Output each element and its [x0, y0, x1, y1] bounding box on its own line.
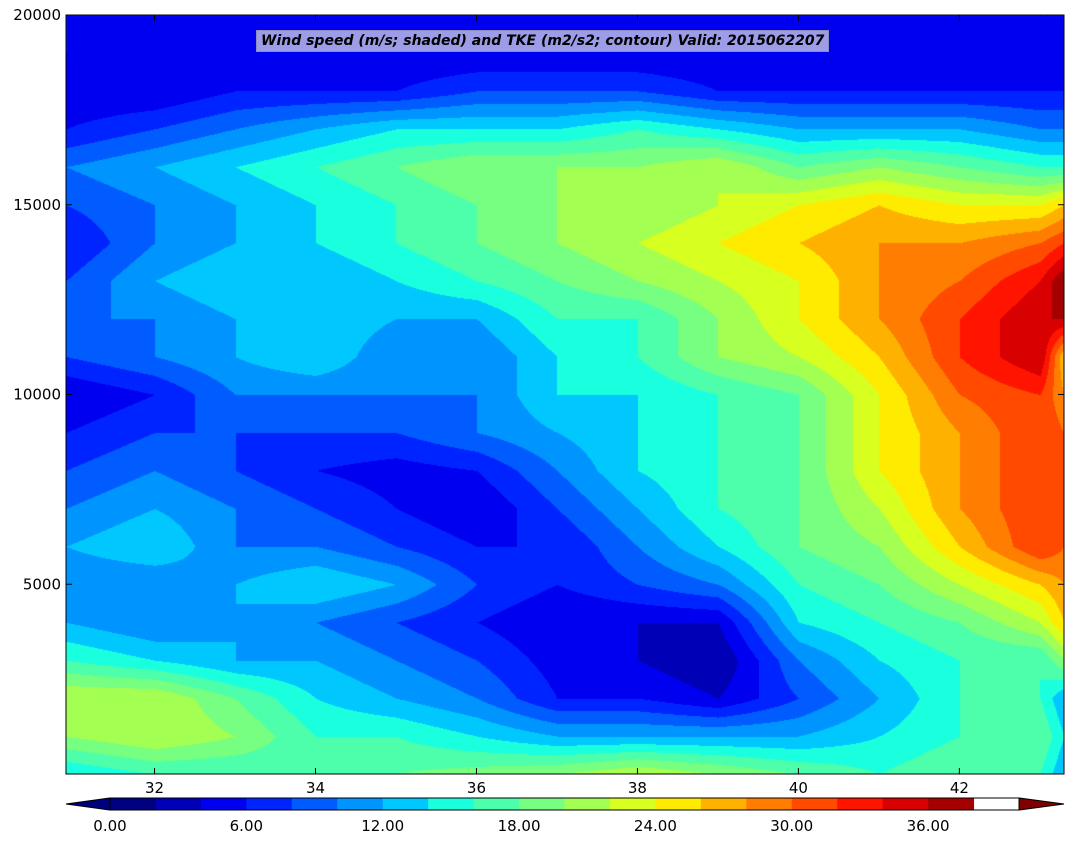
y-axis: 5000 10000 15000 20000 — [13, 6, 1064, 593]
x-tick-label: 36 — [467, 779, 486, 797]
colorbar-segment — [291, 798, 338, 810]
colorbar-tick-label: 18.00 — [498, 817, 541, 835]
plot-area — [66, 15, 1064, 774]
colorbar-tick-label: 36.00 — [907, 817, 950, 835]
x-tick-label: 32 — [145, 779, 164, 797]
colorbar-tick-label: 6.00 — [230, 817, 263, 835]
x-tick-label: 42 — [950, 779, 969, 797]
colorbar-tick-label: 24.00 — [634, 817, 677, 835]
colorbar-segment — [337, 798, 384, 810]
colorbar-segment — [473, 798, 520, 810]
x-tick-label: 40 — [789, 779, 808, 797]
x-axis: 32 34 36 38 40 42 — [145, 15, 969, 797]
y-tick-label: 15000 — [13, 196, 61, 214]
colorbar-segment — [428, 798, 475, 810]
colorbar-segment — [655, 798, 702, 810]
x-tick-label: 38 — [628, 779, 647, 797]
wind-speed-field — [66, 15, 1064, 774]
y-tick-label: 20000 — [13, 6, 61, 24]
colorbar-tick-label: 12.00 — [361, 817, 404, 835]
x-tick-label: 34 — [306, 779, 325, 797]
colorbar-segment — [746, 798, 793, 810]
colorbar-segment — [200, 798, 247, 810]
colorbar-segment — [609, 798, 656, 810]
y-tick-label: 10000 — [13, 386, 61, 404]
chart-title: Wind speed (m/s; shaded) and TKE (m2/s2;… — [256, 30, 830, 52]
colorbar-segment — [928, 798, 975, 810]
y-tick-label: 5000 — [23, 575, 61, 593]
colorbar-segment — [564, 798, 611, 810]
colorbar-over-extend — [1018, 797, 1065, 811]
colorbar: 0.00 6.00 12.00 18.00 24.00 30.00 36.00 — [65, 797, 1065, 835]
colorbar-segment — [700, 798, 747, 810]
colorbar-segment — [791, 798, 838, 810]
colorbar-segment — [837, 798, 884, 810]
colorbar-segment — [110, 798, 156, 810]
colorbar-tick-label: 0.00 — [93, 817, 126, 835]
colorbar-segment — [882, 798, 929, 810]
colorbar-under-extend — [65, 797, 111, 811]
colorbar-segment — [155, 798, 202, 810]
colorbar-frame — [109, 797, 1020, 811]
colorbar-segment — [519, 798, 565, 810]
colorbar-segment — [382, 798, 429, 810]
colorbar-segment — [246, 798, 293, 810]
colorbar-tick-label: 30.00 — [770, 817, 813, 835]
